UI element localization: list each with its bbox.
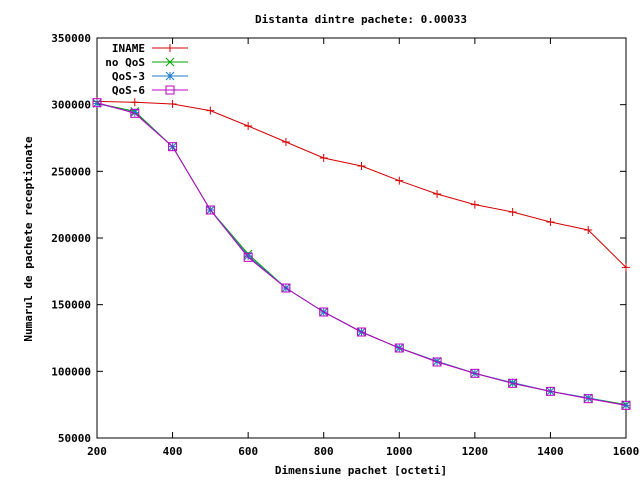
x-axis-label: Dimensiune pachet [octeti] (275, 464, 447, 477)
axis-ticks: 200 400 600 800 1000 1200 1400 1600 50000 100000 1… (51, 32, 639, 458)
data-point (546, 218, 555, 226)
data-point (432, 356, 442, 366)
legend-entry: QoS-6 (112, 84, 188, 97)
data-point (394, 343, 404, 353)
series-iname (93, 97, 630, 272)
data-point (130, 108, 140, 118)
data-point (395, 176, 404, 185)
x-tick-label: 800 (314, 445, 334, 458)
data-point (470, 200, 479, 209)
data-point (92, 98, 102, 108)
x-tick-label: 1200 (462, 445, 489, 458)
data-point (244, 122, 253, 130)
legend-label: INAME (112, 42, 145, 55)
data-point (281, 138, 290, 146)
y-tick-label: 350000 (51, 32, 91, 45)
y-tick-label: 200000 (51, 232, 91, 245)
plot-frame (96, 37, 627, 439)
y-axis-label: Numarul de pachete receptionate (22, 136, 35, 342)
x-tick-label: 600 (238, 445, 258, 458)
data-point (432, 357, 442, 367)
series-line (96, 100, 627, 268)
data-point (621, 400, 631, 410)
data-point (508, 208, 517, 216)
data-point (168, 142, 178, 152)
data-point (206, 106, 215, 115)
x-tick-label: 1400 (537, 445, 564, 458)
data-point (168, 100, 177, 108)
x-tick-label: 1000 (386, 445, 413, 458)
x-tick-label: 1600 (613, 445, 640, 458)
data-point (622, 263, 630, 272)
series-qos-6 (92, 98, 631, 410)
legend-entry: INAME (112, 42, 188, 55)
data-point (319, 154, 328, 162)
legend-marker (165, 71, 175, 81)
data-point (92, 98, 102, 108)
data-point (357, 162, 366, 170)
data-point (281, 283, 291, 293)
data-point (357, 327, 366, 337)
data-point (583, 393, 593, 403)
data-point (319, 307, 329, 317)
legend-marker (166, 44, 174, 52)
data-point (433, 190, 442, 198)
legend-label: QoS-6 (112, 84, 145, 97)
data-point (508, 378, 518, 388)
chart-title: Distanta dintre pachete: 0.00033 (255, 13, 467, 26)
data-point (584, 226, 593, 234)
data-point (508, 378, 517, 388)
data-point (545, 386, 555, 396)
legend-label: no QoS (105, 56, 145, 69)
data-point (130, 98, 139, 107)
series-layer (92, 97, 631, 410)
x-tick-label: 200 (87, 445, 107, 458)
data-point (243, 251, 253, 261)
series-qos-3 (92, 98, 631, 410)
data-point (243, 252, 253, 262)
legend-label: QoS-3 (112, 70, 145, 83)
data-point (205, 205, 215, 215)
y-tick-label: 150000 (51, 299, 91, 312)
data-point (130, 108, 140, 118)
legend-marker (165, 57, 175, 67)
y-tick-label: 50000 (58, 432, 91, 445)
data-point (470, 368, 480, 378)
legend-entry: QoS-3 (112, 70, 188, 83)
y-tick-label: 100000 (51, 365, 91, 378)
y-tick-label: 300000 (51, 99, 91, 112)
y-tick-label: 250000 (51, 165, 91, 178)
x-tick-label: 400 (163, 445, 183, 458)
legend-entry: no QoS (105, 56, 188, 69)
legend-marker (165, 85, 175, 95)
series-line (96, 102, 627, 406)
data-point (583, 394, 593, 404)
